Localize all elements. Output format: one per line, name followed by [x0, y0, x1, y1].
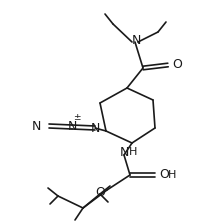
Text: N: N [119, 145, 129, 159]
Text: N: N [67, 120, 77, 134]
Text: O: O [159, 169, 169, 182]
Text: O: O [172, 58, 182, 72]
Text: H: H [168, 170, 176, 180]
Text: N: N [131, 35, 141, 47]
Text: N: N [32, 120, 41, 132]
Text: H: H [129, 147, 137, 157]
Text: N: N [90, 122, 100, 134]
Text: ±: ± [73, 114, 81, 122]
Text: O: O [95, 186, 105, 198]
